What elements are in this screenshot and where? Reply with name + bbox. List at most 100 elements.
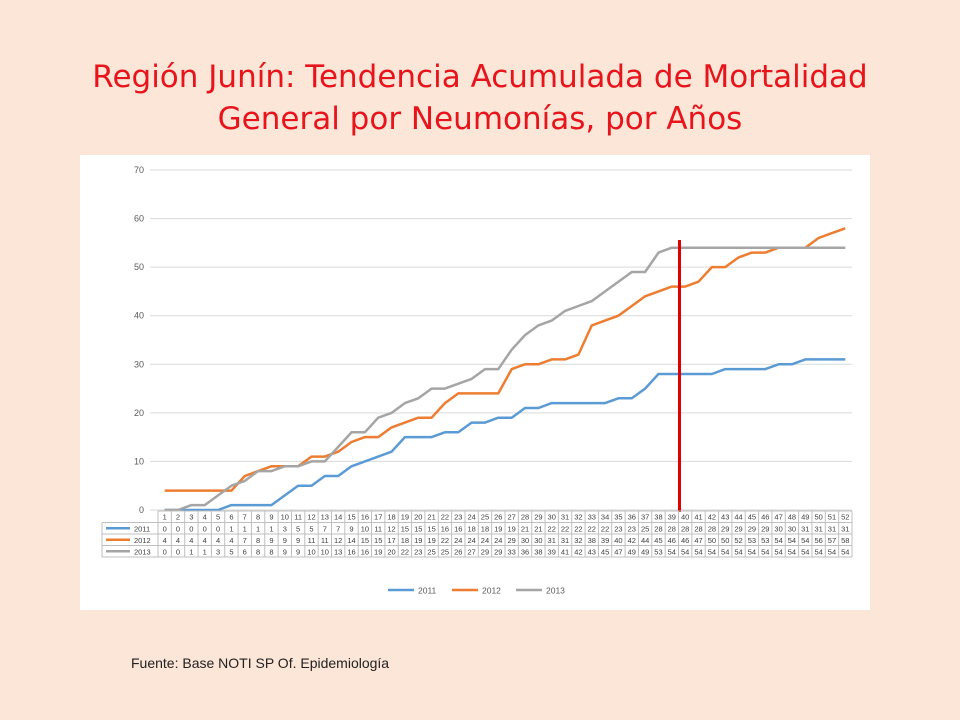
x-tick-label: 1 [163,513,167,522]
data-label: 30 [774,524,782,533]
x-tick-label: 13 [321,513,329,522]
data-label: 31 [841,524,849,533]
data-label: 15 [414,524,422,533]
x-tick-label: 19 [401,513,409,522]
data-label: 15 [427,524,435,533]
slide-title: Región Junín: Tendencia Acumulada de Mor… [60,56,900,140]
data-label: 47 [694,536,702,545]
data-label: 26 [454,547,462,556]
data-label: 19 [414,536,422,545]
data-label: 7 [323,524,327,533]
data-label: 9 [269,536,273,545]
data-label: 28 [694,524,702,533]
x-tick-label: 30 [548,513,556,522]
data-label: 11 [374,524,382,533]
data-label: 0 [163,524,167,533]
data-label: 53 [654,547,662,556]
data-label: 25 [427,547,435,556]
data-label: 21 [534,524,542,533]
x-tick-label: 6 [229,513,233,522]
slide-title-line2: General por Neumonías, por Años [217,101,743,137]
data-label: 18 [467,524,475,533]
data-label: 7 [243,536,247,545]
x-tick-label: 48 [788,513,796,522]
x-tick-label: 29 [534,513,542,522]
x-tick-label: 31 [561,513,569,522]
data-label: 0 [163,547,167,556]
data-label: 6 [243,547,247,556]
x-tick-label: 16 [361,513,369,522]
data-label: 22 [441,536,449,545]
x-tick-label: 44 [734,513,742,522]
x-tick-label: 35 [614,513,622,522]
x-tick-label: 50 [814,513,822,522]
data-label: 53 [761,536,769,545]
data-label: 16 [347,547,355,556]
data-label: 9 [296,536,300,545]
data-label: 47 [614,547,622,556]
data-label: 9 [349,524,353,533]
x-tick-label: 26 [494,513,502,522]
data-label: 54 [801,536,809,545]
data-label: 54 [828,547,836,556]
data-label: 1 [189,547,193,556]
x-tick-label: 3 [189,513,193,522]
x-tick-label: 49 [801,513,809,522]
x-tick-label: 45 [748,513,756,522]
data-label: 31 [801,524,809,533]
x-tick-label: 41 [694,513,702,522]
data-label: 7 [336,524,340,533]
x-tick-label: 51 [828,513,836,522]
x-tick-label: 40 [681,513,689,522]
data-label: 23 [628,524,636,533]
x-tick-label: 36 [628,513,636,522]
data-label: 18 [481,524,489,533]
data-label: 50 [708,536,716,545]
table-series-label: 2012 [134,536,151,545]
data-label: 38 [534,547,542,556]
data-label: 1 [203,547,207,556]
data-label: 0 [189,524,193,533]
data-label: 54 [761,547,769,556]
y-tick-label: 50 [134,262,144,272]
x-tick-label: 34 [601,513,609,522]
data-label: 16 [454,524,462,533]
data-label: 42 [628,536,636,545]
data-label: 54 [721,547,729,556]
data-label: 16 [441,524,449,533]
x-tick-label: 42 [708,513,716,522]
data-label: 54 [694,547,702,556]
data-label: 15 [374,536,382,545]
series-line-2013 [164,246,846,512]
chart-container: 0 10 20 30 40 50 60 70 1 2 3 4 5 6 7 8 9 10 11 12 13 14 15 16 17… [80,155,870,610]
data-label: 15 [401,524,409,533]
data-label: 54 [668,547,676,556]
data-label: 4 [176,536,180,545]
data-label: 11 [321,536,329,545]
x-tick-label: 12 [307,513,315,522]
data-label: 29 [748,524,756,533]
data-label: 53 [748,536,756,545]
data-label: 29 [761,524,769,533]
data-label: 14 [347,536,355,545]
data-label: 36 [521,547,529,556]
data-label: 19 [494,524,502,533]
data-label: 27 [467,547,475,556]
data-label: 39 [548,547,556,556]
data-label: 43 [588,547,596,556]
data-label: 54 [708,547,716,556]
data-label: 10 [307,547,315,556]
x-tick-label: 33 [588,513,596,522]
data-label: 16 [361,547,369,556]
data-label: 30 [521,536,529,545]
y-tick-label: 40 [134,311,144,321]
data-label: 21 [521,524,529,533]
data-label: 33 [508,547,516,556]
data-label: 39 [601,536,609,545]
data-label: 8 [256,536,260,545]
y-tick-label: 10 [134,456,144,466]
data-label: 49 [641,547,649,556]
data-label: 1 [243,524,247,533]
x-tick-label: 18 [387,513,395,522]
data-label: 24 [494,536,502,545]
